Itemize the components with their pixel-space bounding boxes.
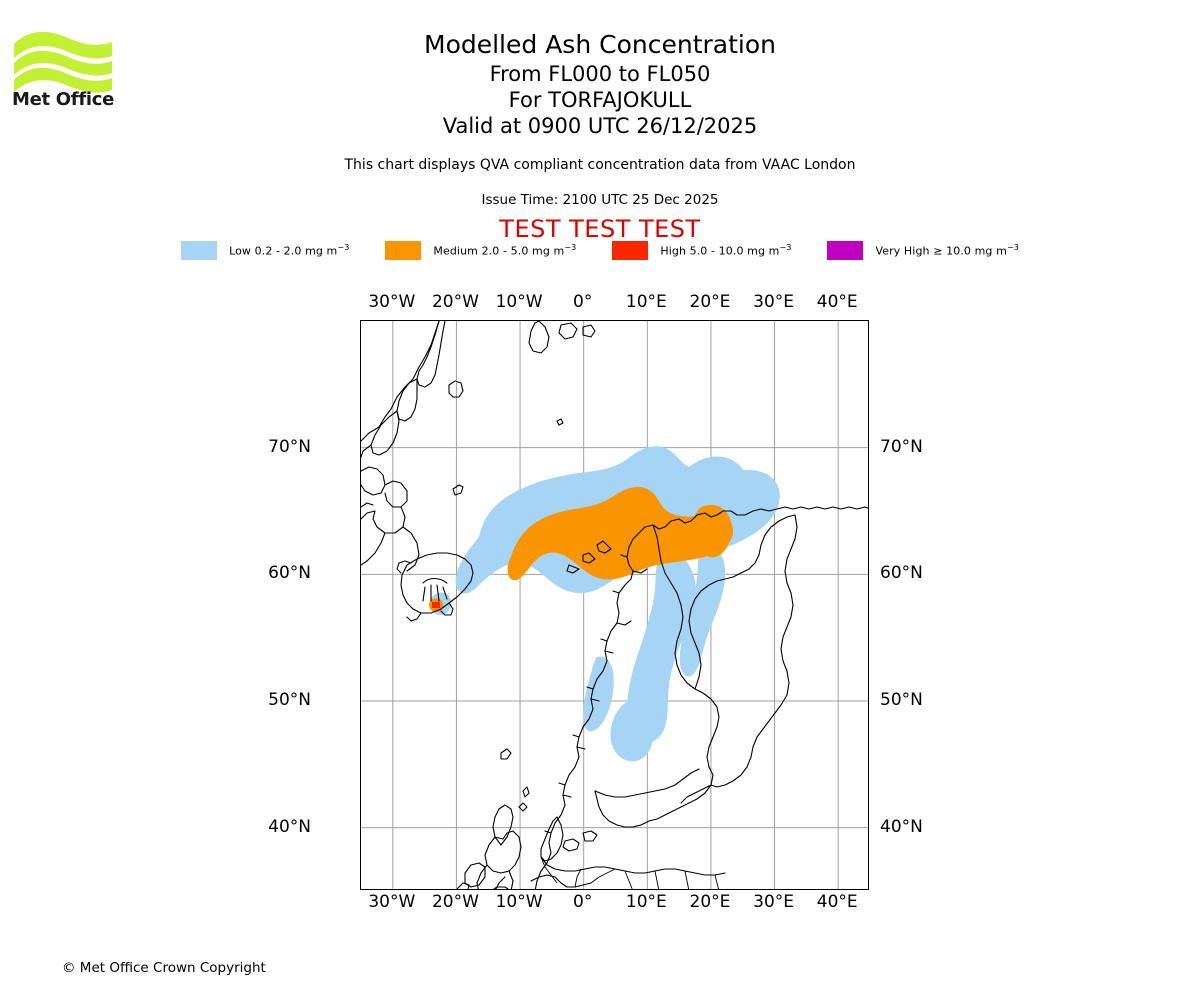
issue-time: Issue Time: 2100 UTC 25 Dec 2025: [481, 192, 719, 208]
lon-label-top--20: 20°W: [431, 292, 479, 312]
lon-label-bot--10: 10°W: [495, 892, 543, 912]
legend-high: High 5.0 - 10.0 mg m−3: [612, 241, 791, 260]
lon-label-top--10: 10°W: [495, 292, 543, 312]
legend-low: Low 0.2 - 2.0 mg m−3: [181, 241, 349, 260]
legend-very-high-swatch: [827, 241, 864, 260]
met-office-waves-icon: [14, 31, 112, 93]
legend-high-label: High 5.0 - 10.0 mg m−3: [660, 243, 792, 258]
lat-label-left-60°N: 60°N: [268, 563, 311, 584]
lat-label-right-70°N: 70°N: [880, 436, 923, 457]
country-borders: [540, 856, 719, 889]
map-frame: [360, 320, 869, 890]
copyright-notice: © Met Office Crown Copyright: [62, 960, 266, 976]
map-coastlines: [361, 321, 868, 889]
compliance-note: This chart displays QVA compliant concen…: [344, 157, 856, 173]
ash-plume-high: [432, 602, 440, 608]
lon-label-bot-30: 30°E: [753, 892, 794, 912]
legend-very-high-label: Very High ≥ 10.0 mg m−3: [875, 243, 1019, 258]
lat-label-right-40°N: 40°N: [880, 816, 923, 837]
lat-label-right-60°N: 60°N: [880, 563, 923, 584]
lon-label-top-10: 10°E: [625, 292, 667, 312]
map-container: [360, 320, 869, 890]
lon-label-bot-10: 10°E: [625, 892, 667, 912]
valid-time: Valid at 0900 UTC 26/12/2025: [442, 114, 758, 138]
page-title: Modelled Ash Concentration: [424, 30, 776, 59]
title-block: Modelled Ash Concentration From FL000 to…: [0, 28, 1200, 139]
brand-name: Met Office: [12, 89, 115, 110]
ash-plume-low: [429, 446, 780, 762]
legend-low-swatch: [181, 241, 218, 260]
lon-label-top-40: 40°E: [816, 292, 858, 312]
map-gridlines: [361, 321, 868, 889]
ash-plume-medium: [429, 486, 734, 612]
legend-low-label: Low 0.2 - 2.0 mg m−3: [229, 243, 350, 258]
lon-label-top-0: 0°: [573, 292, 593, 312]
lon-label-top-30: 30°E: [753, 292, 794, 312]
test-banner: TEST TEST TEST: [499, 215, 701, 243]
lon-label-bot-20: 20°E: [689, 892, 731, 912]
legend-medium-swatch: [385, 241, 422, 260]
lon-label-bot--30: 30°W: [368, 892, 416, 912]
lat-label-left-50°N: 50°N: [268, 690, 311, 710]
lat-label-left-40°N: 40°N: [268, 816, 311, 837]
volcano-name: For TORFAJOKULL: [508, 88, 692, 112]
lat-label-right-50°N: 50°N: [880, 690, 923, 710]
legend-very-high: Very High ≥ 10.0 mg m−3: [827, 241, 1019, 260]
flight-level-range: From FL000 to FL050: [489, 62, 711, 86]
met-office-logo: [12, 26, 122, 112]
legend-high-swatch: [612, 241, 649, 260]
lat-label-left-70°N: 70°N: [268, 436, 311, 457]
lon-label-top-20: 20°E: [689, 292, 731, 312]
map-canvas: [361, 321, 868, 889]
lon-label-bot--20: 20°W: [431, 892, 479, 912]
lon-label-top--30: 30°W: [368, 292, 416, 312]
lon-label-bot-0: 0°: [573, 892, 593, 912]
legend-medium: Medium 2.0 - 5.0 mg m−3: [385, 241, 576, 260]
lon-label-bot-40: 40°E: [816, 892, 858, 912]
legend-medium-label: Medium 2.0 - 5.0 mg m−3: [433, 243, 577, 258]
concentration-legend: Low 0.2 - 2.0 mg m−3 Medium 2.0 - 5.0 mg …: [0, 241, 1200, 260]
